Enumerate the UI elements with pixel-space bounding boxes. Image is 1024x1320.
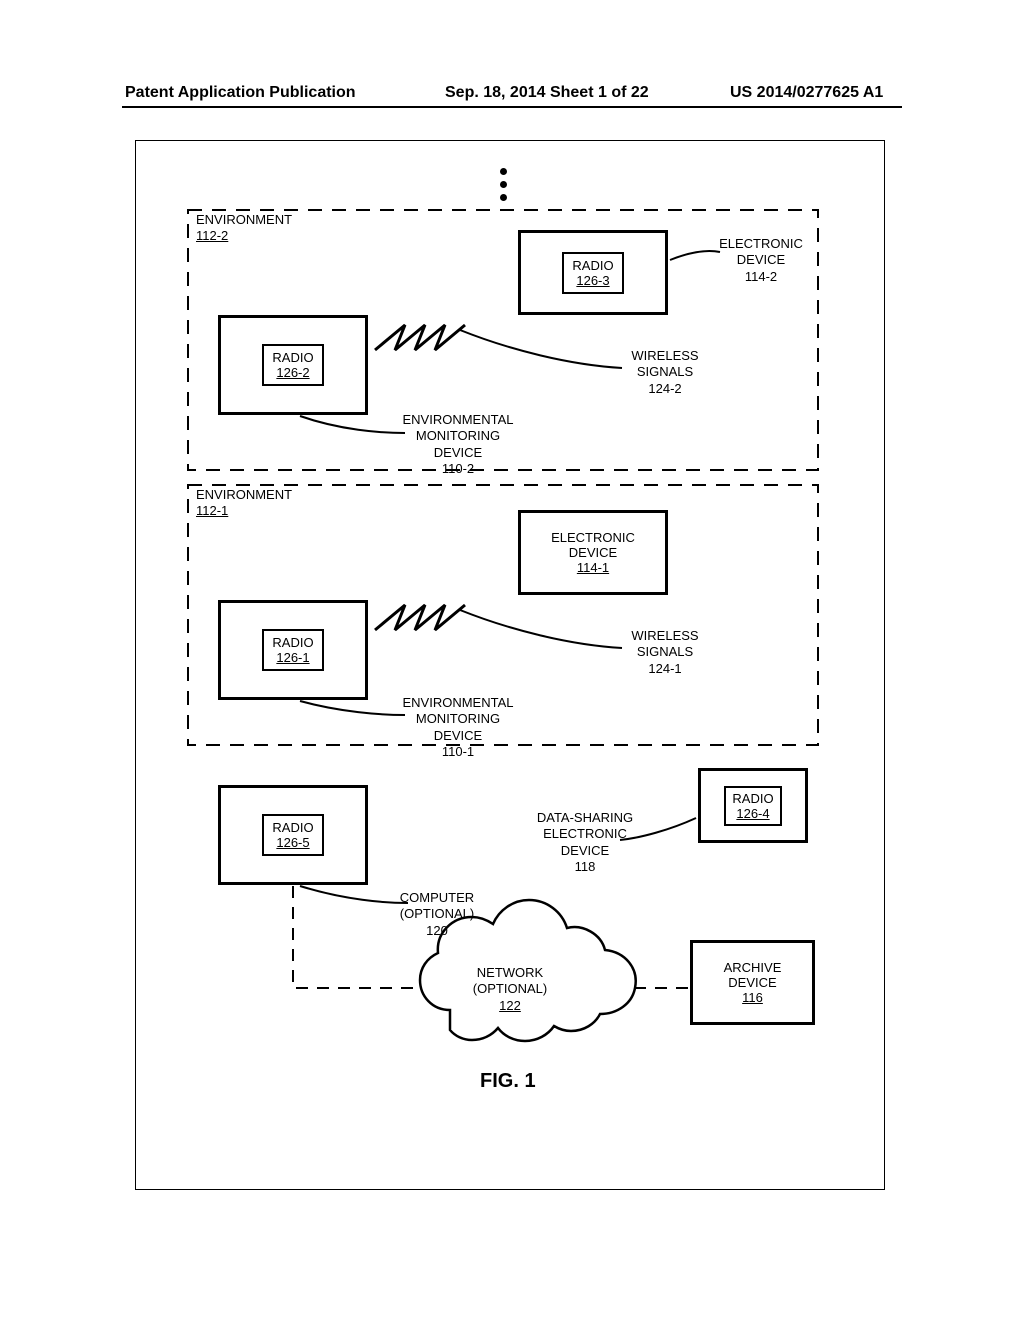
header-center: Sep. 18, 2014 Sheet 1 of 22 — [445, 84, 649, 102]
datasharing-label: DATA-SHARING ELECTRONIC DEVICE 118 — [520, 810, 650, 875]
figure-label: FIG. 1 — [480, 1070, 536, 1093]
env1-title: ENVIRONMENT 112-1 — [196, 487, 292, 518]
env1-emd-label: ENVIRONMENTAL MONITORING DEVICE 110-1 — [388, 695, 528, 760]
diagram: ENVIRONMENT 112-2 RADIO 126-2 ENVIRONMEN… — [150, 150, 870, 1170]
env2-emd-radio-l2: 126-2 — [276, 365, 309, 380]
archive-box: ARCHIVE DEVICE 116 — [690, 940, 815, 1025]
env2-title-l2: 112-2 — [196, 228, 228, 243]
env2-ed-box: RADIO 126-3 — [518, 230, 668, 315]
env1-title-l1: ENVIRONMENT — [196, 487, 292, 502]
env1-signals-label: WIRELESS SIGNALS 124-1 — [620, 628, 710, 677]
env2-ed-radio: RADIO 126-3 — [562, 252, 623, 294]
env1-title-l2: 112-1 — [196, 503, 228, 518]
env2-ed-radio-l2: 126-3 — [576, 273, 609, 288]
page: Patent Application Publication Sep. 18, … — [0, 0, 1024, 1320]
env1-emd-radio-l1: RADIO — [272, 635, 313, 650]
env1-emd-box: RADIO 126-1 — [218, 600, 368, 700]
computer-radio: RADIO 126-5 — [262, 814, 323, 856]
header-right: US 2014/0277625 A1 — [730, 84, 883, 102]
header-rule — [122, 106, 902, 108]
env2-emd-box: RADIO 126-2 — [218, 315, 368, 415]
env1-ed-text: ELECTRONIC DEVICE 114-1 — [551, 530, 635, 575]
computer-box: RADIO 126-5 — [218, 785, 368, 885]
env2-title-l1: ENVIRONMENT — [196, 212, 292, 227]
datasharing-box: RADIO 126-4 — [698, 768, 808, 843]
env1-emd-radio: RADIO 126-1 — [262, 629, 323, 671]
computer-label: COMPUTER (OPTIONAL) 120 — [382, 890, 492, 939]
datasharing-radio: RADIO 126-4 — [724, 786, 781, 826]
header-left: Patent Application Publication — [125, 84, 356, 102]
network-label: NETWORK (OPTIONAL) 122 — [460, 965, 560, 1014]
env2-emd-label: ENVIRONMENTAL MONITORING DEVICE 110-2 — [388, 412, 528, 477]
env2-ed-radio-l1: RADIO — [572, 258, 613, 273]
continuation-dots — [500, 168, 507, 201]
env2-emd-radio: RADIO 126-2 — [262, 344, 323, 386]
env1-ed-box: ELECTRONIC DEVICE 114-1 — [518, 510, 668, 595]
env2-title: ENVIRONMENT 112-2 — [196, 212, 292, 243]
env2-ed-label: ELECTRONIC DEVICE 114-2 — [706, 236, 816, 285]
env2-signals-label: WIRELESS SIGNALS 124-2 — [620, 348, 710, 397]
env2-emd-radio-l1: RADIO — [272, 350, 313, 365]
env1-emd-radio-l2: 126-1 — [276, 650, 309, 665]
archive-text: ARCHIVE DEVICE 116 — [724, 960, 782, 1005]
